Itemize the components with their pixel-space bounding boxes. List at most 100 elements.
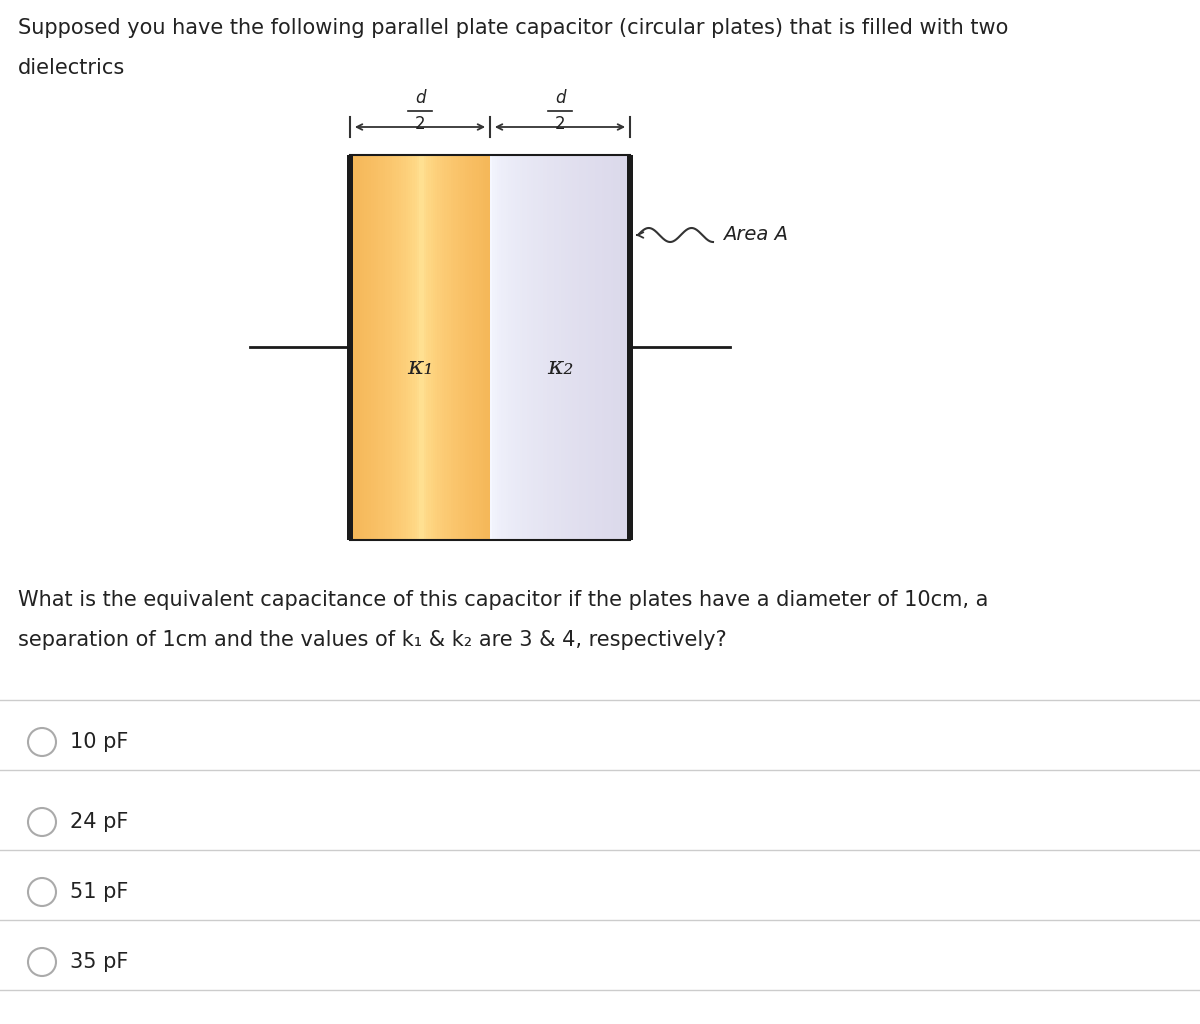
Bar [486,155,487,540]
Bar [446,155,449,540]
Bar [487,155,490,540]
Bar [568,155,570,540]
Bar [456,155,458,540]
Bar [595,155,598,540]
Bar [527,155,529,540]
Bar [449,155,451,540]
Bar [497,155,499,540]
Bar [439,155,442,540]
Bar [392,155,394,540]
Bar [550,155,552,540]
Bar [593,155,595,540]
Bar [373,155,376,540]
Bar [547,155,550,540]
Bar [565,155,568,540]
Bar [355,155,358,540]
Bar [436,155,438,540]
Bar [533,155,535,540]
Bar [479,155,481,540]
Text: 10 pF: 10 pF [70,732,128,752]
Text: Area A: Area A [722,225,788,245]
Bar [563,155,565,540]
Bar [347,155,353,540]
Bar [424,155,426,540]
Bar [461,155,463,540]
Text: d: d [554,89,565,106]
Bar [406,155,408,540]
Bar [506,155,509,540]
Text: 35 pF: 35 pF [70,952,128,972]
Bar [464,155,467,540]
Bar [602,155,604,540]
Bar [590,155,593,540]
Bar [625,155,628,540]
Bar [572,155,575,540]
Bar [398,155,401,540]
Text: separation of 1cm and the values of k₁ & k₂ are 3 & 4, respectively?: separation of 1cm and the values of k₁ &… [18,630,727,650]
Bar [492,155,494,540]
Bar [588,155,590,540]
Bar [618,155,620,540]
Text: dielectrics: dielectrics [18,58,125,78]
Bar [620,155,623,540]
Bar [410,155,413,540]
Bar [554,155,557,540]
Bar [538,155,540,540]
Bar [463,155,464,540]
Bar [586,155,588,540]
Bar [385,155,388,540]
Bar [421,155,424,540]
Text: 2: 2 [415,115,425,133]
Bar [360,155,362,540]
Bar [604,155,606,540]
Bar [484,155,486,540]
Bar [490,155,492,540]
Bar [524,155,527,540]
Bar [442,155,444,540]
Bar [438,155,439,540]
Bar [431,155,433,540]
Bar [403,155,406,540]
Bar [376,155,378,540]
Bar [454,155,456,540]
Bar [368,155,371,540]
Bar [608,155,611,540]
Bar [444,155,446,540]
Bar [367,155,368,540]
Bar [481,155,484,540]
Bar [433,155,436,540]
Bar [552,155,554,540]
Text: Supposed you have the following parallel plate capacitor (circular plates) that : Supposed you have the following parallel… [18,18,1008,38]
Bar [570,155,572,540]
Bar [581,155,583,540]
Bar [583,155,586,540]
Bar [390,155,392,540]
Bar [558,155,560,540]
Bar [371,155,373,540]
Bar [512,155,515,540]
Bar [413,155,415,540]
Bar [380,155,383,540]
Bar [388,155,390,540]
Bar [472,155,474,540]
Bar [401,155,403,540]
Bar [494,155,497,540]
Bar [600,155,602,540]
Bar [365,155,367,540]
Bar [628,155,634,540]
Text: κ₂: κ₂ [547,355,574,379]
Bar [416,155,419,540]
Bar [394,155,396,540]
Bar [557,155,558,540]
Bar [451,155,454,540]
Bar [415,155,416,540]
Bar [504,155,506,540]
Bar [502,155,504,540]
Bar [520,155,522,540]
Bar [383,155,385,540]
Bar [517,155,520,540]
Bar [540,155,542,540]
Bar [535,155,538,540]
Bar [428,155,431,540]
Bar [353,155,355,540]
